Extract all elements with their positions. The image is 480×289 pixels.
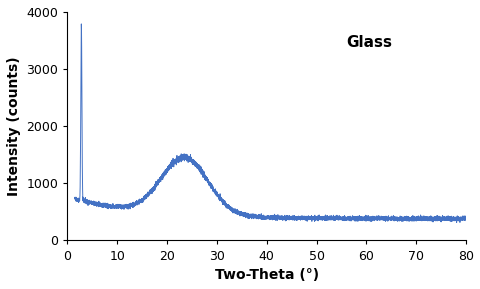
Y-axis label: Intensity (counts): Intensity (counts) — [7, 56, 21, 196]
Text: Glass: Glass — [346, 35, 392, 50]
X-axis label: Two-Theta (°): Two-Theta (°) — [214, 268, 318, 282]
